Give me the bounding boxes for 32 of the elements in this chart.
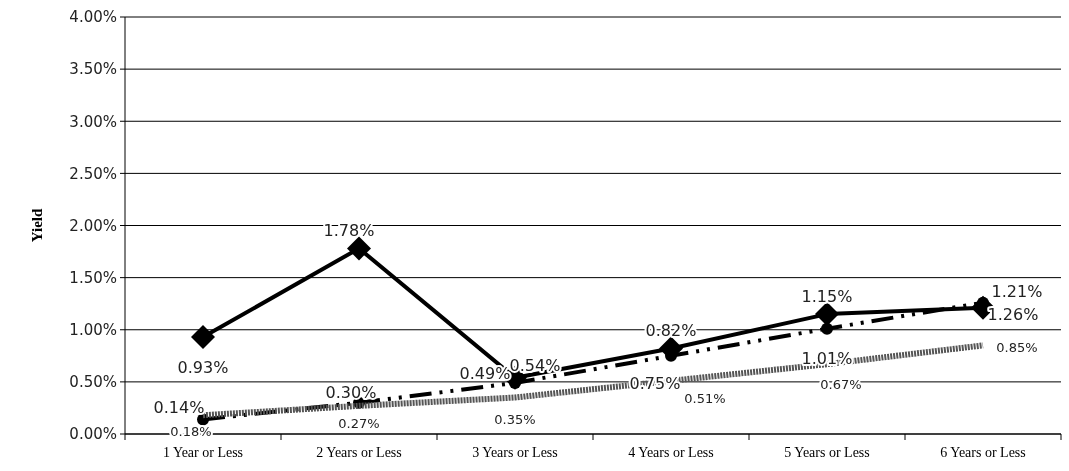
x-tick-label: 5 Years or Less xyxy=(784,445,870,460)
point xyxy=(191,325,215,350)
data-label: 0.51% xyxy=(684,391,726,407)
data-label: 0.54% xyxy=(509,356,561,376)
data-label: 0.14% xyxy=(153,398,205,418)
y-tick-label: 0.00% xyxy=(69,425,117,444)
y-tick-label: 3.00% xyxy=(69,112,117,131)
y-tick-label: 4.00% xyxy=(69,8,117,27)
x-tick-label: 2 Years or Less xyxy=(316,445,402,460)
data-label: 0.35% xyxy=(494,412,536,428)
y-tick-label: 0.50% xyxy=(69,373,117,392)
data-label: 0.93% xyxy=(177,357,229,377)
x-tick-label: 6 Years or Less xyxy=(940,445,1026,460)
y-tick-label: 2.50% xyxy=(69,164,117,183)
x-tick-label: 4 Years or Less xyxy=(628,445,714,460)
x-tick-label: 3 Years or Less xyxy=(472,445,558,460)
y-tick-label: 2.00% xyxy=(69,216,117,235)
data-label: 0.85% xyxy=(996,339,1038,355)
data-label: 0.30% xyxy=(325,383,377,403)
data-label: 0.27% xyxy=(338,416,380,432)
y-axis-title: Yield xyxy=(29,208,45,243)
y-tick-label: 1.50% xyxy=(69,268,117,287)
data-label: 1.21% xyxy=(991,282,1043,302)
data-label: 1.78% xyxy=(323,221,375,241)
data-label: 1.26% xyxy=(987,305,1039,325)
data-label: 1.15% xyxy=(801,286,853,306)
data-label: 1.01% xyxy=(801,349,853,369)
point xyxy=(821,322,833,335)
y-tick-label: 1.00% xyxy=(69,321,117,339)
x-tick-label: 1 Year or Less xyxy=(162,445,244,460)
y-tick-label: 3.50% xyxy=(69,60,117,79)
point xyxy=(347,236,371,261)
